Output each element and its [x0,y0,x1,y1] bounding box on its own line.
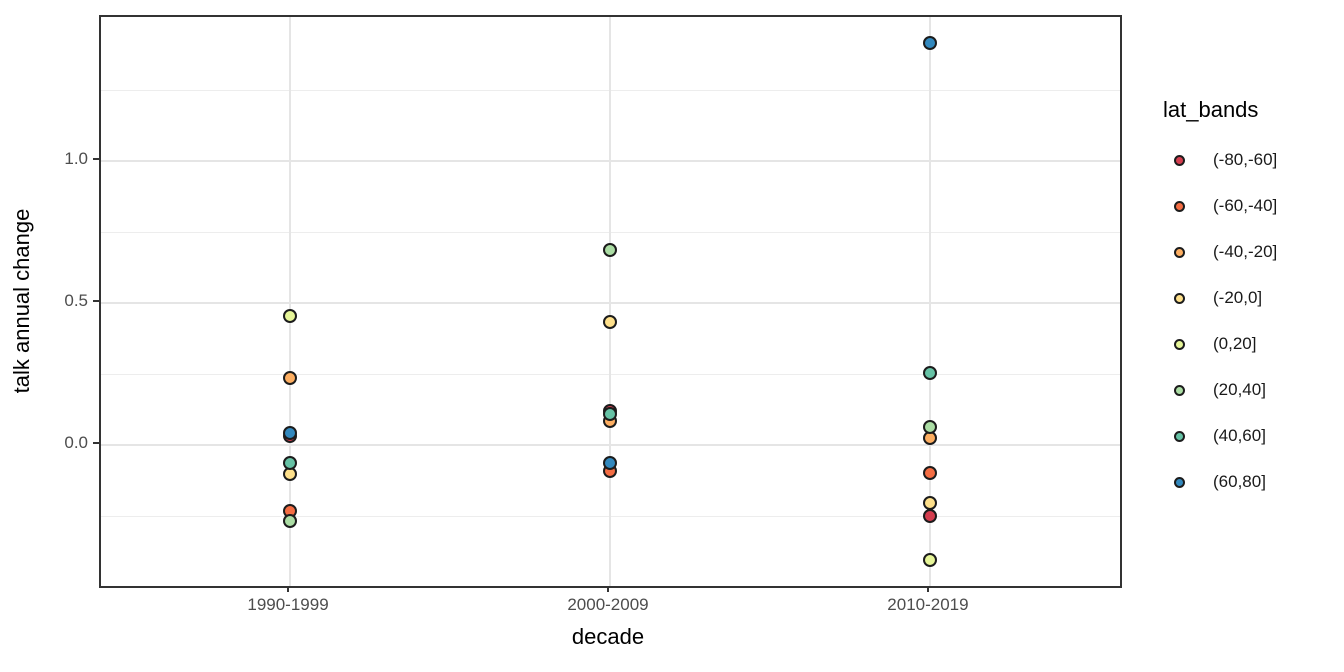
y-tick-mark [93,158,99,161]
data-point [283,455,298,470]
legend-key-icon [1174,476,1185,488]
legend-item: (40,60] [1163,413,1277,459]
legend-item-label: (0,20] [1213,334,1257,353]
legend-key-icon [1174,384,1185,396]
y-axis-title: talk annual change [9,208,34,394]
y-tick-mark [93,442,99,445]
data-point [602,243,617,258]
legend-item-label: (40,60] [1213,426,1266,445]
data-point [922,366,937,381]
data-point [283,308,298,323]
y-tick-label: 1.0 [64,149,88,169]
legend-items: (-80,-60] (-60,-40] (-40,-20] (-20,0] (0,20]… [1163,137,1277,505]
data-point [283,426,298,441]
legend-item-label: (20,40] [1213,380,1266,399]
x-axis-title: decade [571,624,645,649]
legend-key-icon [1174,246,1185,258]
x-tick-mark [287,586,290,592]
data-point [922,36,937,51]
plot-panel [99,15,1122,588]
data-point [602,456,617,471]
legend-key-icon [1174,430,1185,442]
y-tick-label: 0.5 [64,291,88,311]
legend-item-label: (-20,0] [1213,288,1263,307]
x-tick-label: 1990-1999 [247,595,329,614]
legend-key-icon [1174,200,1185,212]
legend-item-label: (-80,-60] [1213,150,1278,169]
data-point [922,509,937,524]
data-point [602,315,617,330]
data-point [922,496,937,511]
data-point [283,513,298,528]
x-tick-label: 2010-2019 [887,595,969,614]
legend: lat_bands (-80,-60] (-60,-40] (-40,-20] (-2… [1163,97,1277,505]
x-tick-mark [926,586,929,592]
legend-key-icon [1174,154,1185,166]
legend-item-label: (-60,-40] [1213,196,1278,215]
x-tick-mark [606,586,609,592]
legend-item: (20,40] [1163,367,1277,413]
legend-key-icon [1174,292,1185,304]
y-tick-label: 0.0 [64,433,88,453]
legend-item-label: (-40,-20] [1213,242,1278,261]
category-gridline [289,17,292,586]
legend-item: (-80,-60] [1163,137,1277,183]
legend-item: (-60,-40] [1163,183,1277,229]
data-point [283,371,298,386]
legend-item: (0,20] [1163,321,1277,367]
legend-item-label: (60,80] [1213,472,1266,491]
data-point [922,553,937,568]
data-point [922,466,937,481]
x-tick-label: 2000-2009 [567,595,649,614]
category-gridline [608,17,611,586]
data-point [922,420,937,435]
legend-item: (-40,-20] [1163,229,1277,275]
data-point [602,407,617,422]
category-gridline [928,17,931,586]
legend-item: (60,80] [1163,459,1277,505]
legend-item: (-20,0] [1163,275,1277,321]
legend-key-icon [1174,338,1185,350]
y-tick-mark [93,300,99,303]
legend-title: lat_bands [1163,97,1259,122]
